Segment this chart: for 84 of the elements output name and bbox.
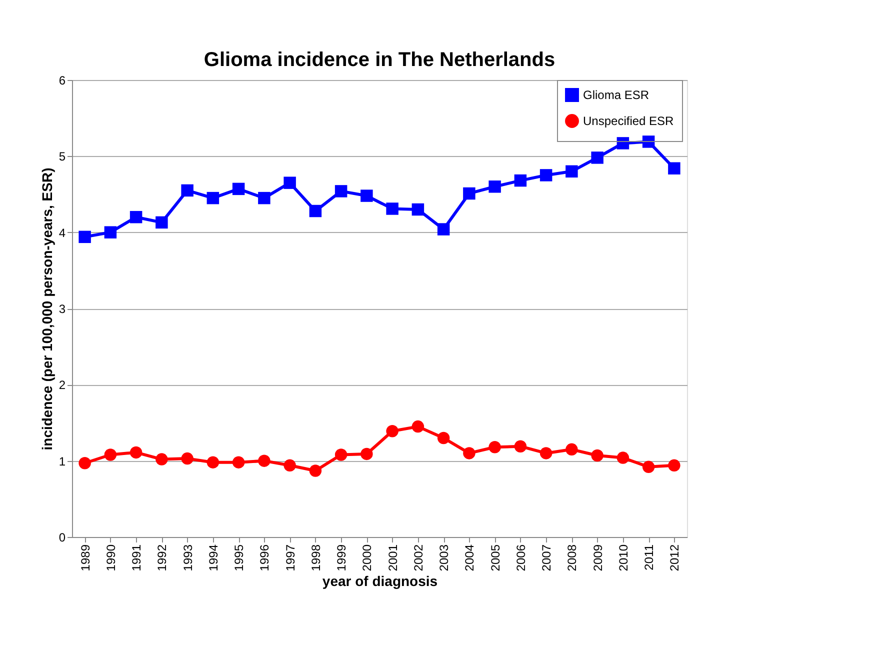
x-tick-label: 1989 [78,544,92,572]
point [78,230,91,244]
x-tick-label: 1994 [206,544,220,572]
point [642,136,655,148]
point [540,169,552,182]
x-tick-label: 2007 [540,544,554,572]
point [412,203,424,216]
point [104,226,117,238]
point [130,210,142,224]
x-tick-label: 1992 [155,544,170,572]
y-tick-label: 6 [58,74,66,88]
point [488,441,501,454]
x-tick-label: 2003 [437,544,452,572]
point [437,432,450,444]
x-tick-label: 2011 [642,544,656,570]
point [463,447,476,460]
x-tick-label: 1990 [104,544,118,572]
point [668,459,680,472]
point [130,446,142,459]
y-tick-label: 3 [58,302,66,316]
point [104,448,117,461]
point [258,192,270,204]
x-tick-label: 2012 [668,544,682,572]
y-tick-label: 4 [58,226,66,240]
x-tick-label: 2005 [488,544,502,572]
x-tick-label: 2010 [616,544,630,572]
legend-label: Unspecified ESR [583,114,674,128]
point [334,185,348,198]
point [156,216,168,229]
x-tick-label: 2000 [360,544,374,572]
point [156,453,168,466]
point [309,464,322,477]
point [386,202,398,215]
y-tick-label: 0 [58,530,66,544]
point [360,190,373,202]
x-tick-label: 2002 [411,544,426,572]
x-tick-label: 1991 [130,544,144,572]
point [566,165,578,178]
point [206,456,220,468]
point [206,192,220,204]
point [591,152,604,164]
point [668,162,680,174]
point [386,425,398,438]
x-tick-label: 1993 [180,544,195,572]
x-tick-label: 1999 [334,544,349,572]
x-tick-label: 2006 [514,544,528,572]
point [232,182,245,196]
point [181,452,194,465]
point [258,454,270,467]
y-tick-label: 1 [58,454,66,468]
y-axis-title: incidence (per 100,000 person-years, ESR) [38,168,55,450]
point [514,440,527,452]
x-tick-label: 1996 [258,544,272,572]
point [437,223,450,236]
y-tick-label: 5 [58,150,66,164]
point [514,174,527,187]
chart-title: Glioma incidence in The Netherlands [204,49,556,71]
point [284,459,296,472]
point [181,184,194,197]
point [488,180,501,193]
point [78,457,91,470]
point [360,448,373,460]
x-tick-label: 1995 [232,544,246,572]
x-tick-label: 2009 [590,544,605,572]
point [284,176,296,189]
point [309,204,322,218]
point [463,187,476,200]
point [591,449,604,462]
point [232,456,245,468]
x-axis-title: year of diagnosis [322,573,438,590]
point [616,137,630,150]
x-tick-label: 2001 [386,544,400,572]
point [642,460,655,474]
legend-label: Glioma ESR [583,88,650,102]
point [616,452,630,464]
x-tick-label: 2004 [462,544,477,572]
y-tick-label: 2 [58,378,66,392]
point [412,420,424,433]
x-tick-label: 2008 [565,544,580,572]
x-tick-label: 1997 [283,544,298,572]
point [540,447,552,460]
point [334,448,348,461]
x-tick-label: 1998 [308,544,323,572]
point [566,443,578,456]
